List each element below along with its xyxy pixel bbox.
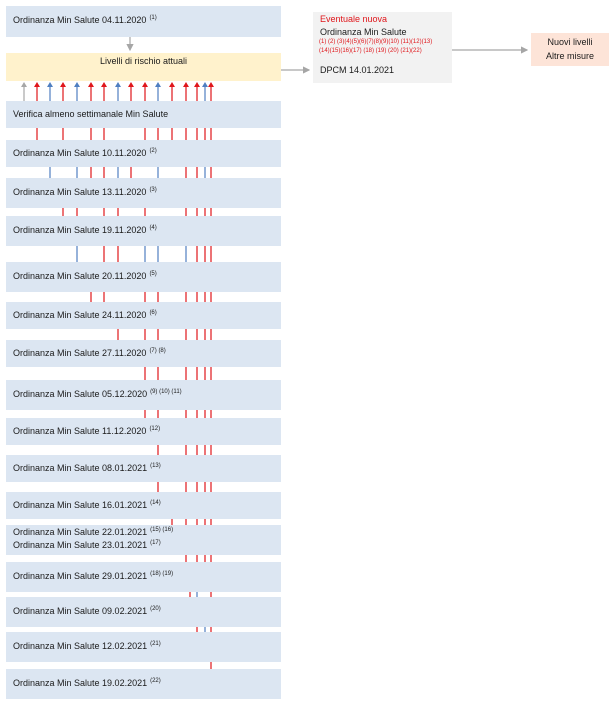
ordinance-row-ref: (5): [149, 271, 157, 277]
new-levels-box: Nuovi livelli Altre misure: [531, 33, 609, 66]
arrow-head: [47, 82, 53, 87]
ordinance-row-label: Ordinanza Min Salute 24.11.2020: [13, 310, 147, 320]
ordinance-row-label: Ordinanza Min Salute 09.02.2021: [13, 606, 148, 616]
ordinance-row-label: Ordinanza Min Salute 22.01.2021: [13, 527, 148, 537]
ordinance-row-ref: (2): [149, 148, 157, 154]
ordinance-row: Ordinanza Min Salute 09.02.2021 (20): [6, 597, 281, 627]
new-levels-line2: Altre misure: [545, 51, 594, 61]
ordinance-row: Ordinanza Min Salute 22.01.2021 (15) (16)…: [6, 525, 281, 555]
ordinance-row: Ordinanza Min Salute 13.11.2020 (3): [6, 178, 281, 208]
top-ordinance-ref: (1): [149, 15, 157, 21]
ordinance-row-ref: (12): [149, 426, 161, 432]
ordinance-row-label: Ordinanza Min Salute 20.11.2020: [13, 271, 147, 281]
eventual-dpcm: DPCM 14.01.2021: [320, 65, 395, 75]
top-ordinance-label: Ordinanza Min Salute 04.11.2020: [13, 15, 147, 25]
ordinance-row-ref: (15) (16): [150, 527, 174, 533]
ordinance-row-label: Ordinanza Min Salute 23.01.2021: [13, 540, 148, 550]
arrow-head: [101, 82, 107, 87]
ordinance-row: Ordinanza Min Salute 27.11.2020 (7) (8): [6, 340, 281, 367]
ordinance-row-ref: (14): [150, 500, 161, 506]
arrow-head: [21, 82, 27, 87]
ordinance-row-ref: (22): [150, 678, 161, 684]
ordinance-row-label: Ordinanza Min Salute 08.01.2021: [13, 463, 148, 473]
ordinance-row-label: Ordinanza Min Salute 27.11.2020: [13, 348, 147, 358]
ordinance-row: Ordinanza Min Salute 20.11.2020 (5): [6, 262, 281, 292]
eventual-refs: (1) (2) (3)(4)(5)(6)(7)(8)(9)(10) (11)(1…: [319, 38, 451, 56]
ordinance-row-ref: (18) (19): [150, 571, 174, 577]
ordinance-row-label: Ordinanza Min Salute 10.11.2020: [13, 148, 147, 158]
ordinance-row-ref: (6): [149, 310, 157, 316]
arrow-head: [128, 82, 134, 87]
eventual-refs-line2: (14)(15)(16)(17) (18) (19) (20) (21)(22): [319, 48, 422, 54]
ordinance-row: Ordinanza Min Salute 05.12.2020 (9) (10) …: [6, 380, 281, 410]
arrow-head: [60, 82, 66, 87]
ordinance-row: Verifica almeno settimanale Min Salute: [6, 101, 281, 128]
ordinance-row-ref: (7) (8): [149, 348, 166, 354]
arrow-head: [194, 82, 200, 87]
ordinance-row-label: Ordinanza Min Salute 13.11.2020: [13, 187, 147, 197]
eventual-new-ordinance-box: Eventuale nuova Ordinanza Min Salute (1)…: [313, 12, 452, 83]
ordinance-row: Ordinanza Min Salute 08.01.2021 (13): [6, 455, 281, 482]
ordinance-row-label: Ordinanza Min Salute 29.01.2021: [13, 571, 148, 581]
arrow-head: [208, 82, 214, 87]
arrow-head: [115, 82, 121, 87]
ordinance-row-label: Ordinanza Min Salute 16.01.2021: [13, 500, 148, 510]
ordinance-row-label: Verifica almeno settimanale Min Salute: [13, 109, 169, 119]
ordinance-row-label: Ordinanza Min Salute 05.12.2020: [13, 389, 148, 399]
ordinance-row-ref: (4): [149, 225, 157, 231]
arrow-head: [202, 82, 208, 87]
ordinance-row-label: Ordinanza Min Salute 19.11.2020: [13, 225, 147, 235]
eventual-refs-line1: (1) (2) (3)(4)(5)(6)(7)(8)(9)(10) (11)(1…: [319, 39, 433, 45]
ordinance-row: Ordinanza Min Salute 16.01.2021 (14): [6, 492, 281, 519]
current-risk-levels-box: Livelli di rischio attuali: [6, 53, 281, 81]
ordinance-row: Ordinanza Min Salute 11.12.2020 (12): [6, 418, 281, 445]
arrow-head: [142, 82, 148, 87]
arrow-head: [74, 82, 80, 87]
ordinance-row-label: Ordinanza Min Salute 19.02.2021: [13, 678, 148, 688]
ordinance-row-ref: (21): [150, 641, 161, 647]
arrow-head: [88, 82, 94, 87]
arrow-head: [183, 82, 189, 87]
ordinance-row: Ordinanza Min Salute 19.02.2021 (22): [6, 669, 281, 699]
ordinance-row-ref: (20): [150, 606, 161, 612]
ordinance-row-ref: (13): [150, 463, 161, 469]
ordinance-row: Ordinanza Min Salute 19.11.2020 (4): [6, 216, 281, 246]
ordinance-row: Ordinanza Min Salute 29.01.2021 (18) (19): [6, 562, 281, 592]
new-levels-line1: Nuovi livelli: [547, 37, 593, 47]
arrow-head: [155, 82, 161, 87]
eventual-title: Eventuale nuova: [320, 14, 388, 24]
ordinance-row-label: Ordinanza Min Salute 12.02.2021: [13, 641, 148, 651]
top-ordinance-box: Ordinanza Min Salute 04.11.2020 (1): [6, 6, 281, 37]
ordinance-row-ref: (3): [149, 187, 157, 193]
arrow-head: [169, 82, 175, 87]
current-risk-levels-label: Livelli di rischio attuali: [99, 56, 188, 66]
ordinance-row-ref: (9) (10) (11): [150, 389, 182, 395]
eventual-subtitle: Ordinanza Min Salute: [320, 27, 407, 37]
ordinance-row: Ordinanza Min Salute 12.02.2021 (21): [6, 632, 281, 662]
ordinance-row: Ordinanza Min Salute 24.11.2020 (6): [6, 302, 281, 329]
ordinance-row-label: Ordinanza Min Salute 11.12.2020: [13, 426, 147, 436]
arrow-head: [34, 82, 40, 87]
ordinance-row: Ordinanza Min Salute 10.11.2020 (2): [6, 140, 281, 167]
ordinance-row-ref: (17): [150, 540, 161, 546]
